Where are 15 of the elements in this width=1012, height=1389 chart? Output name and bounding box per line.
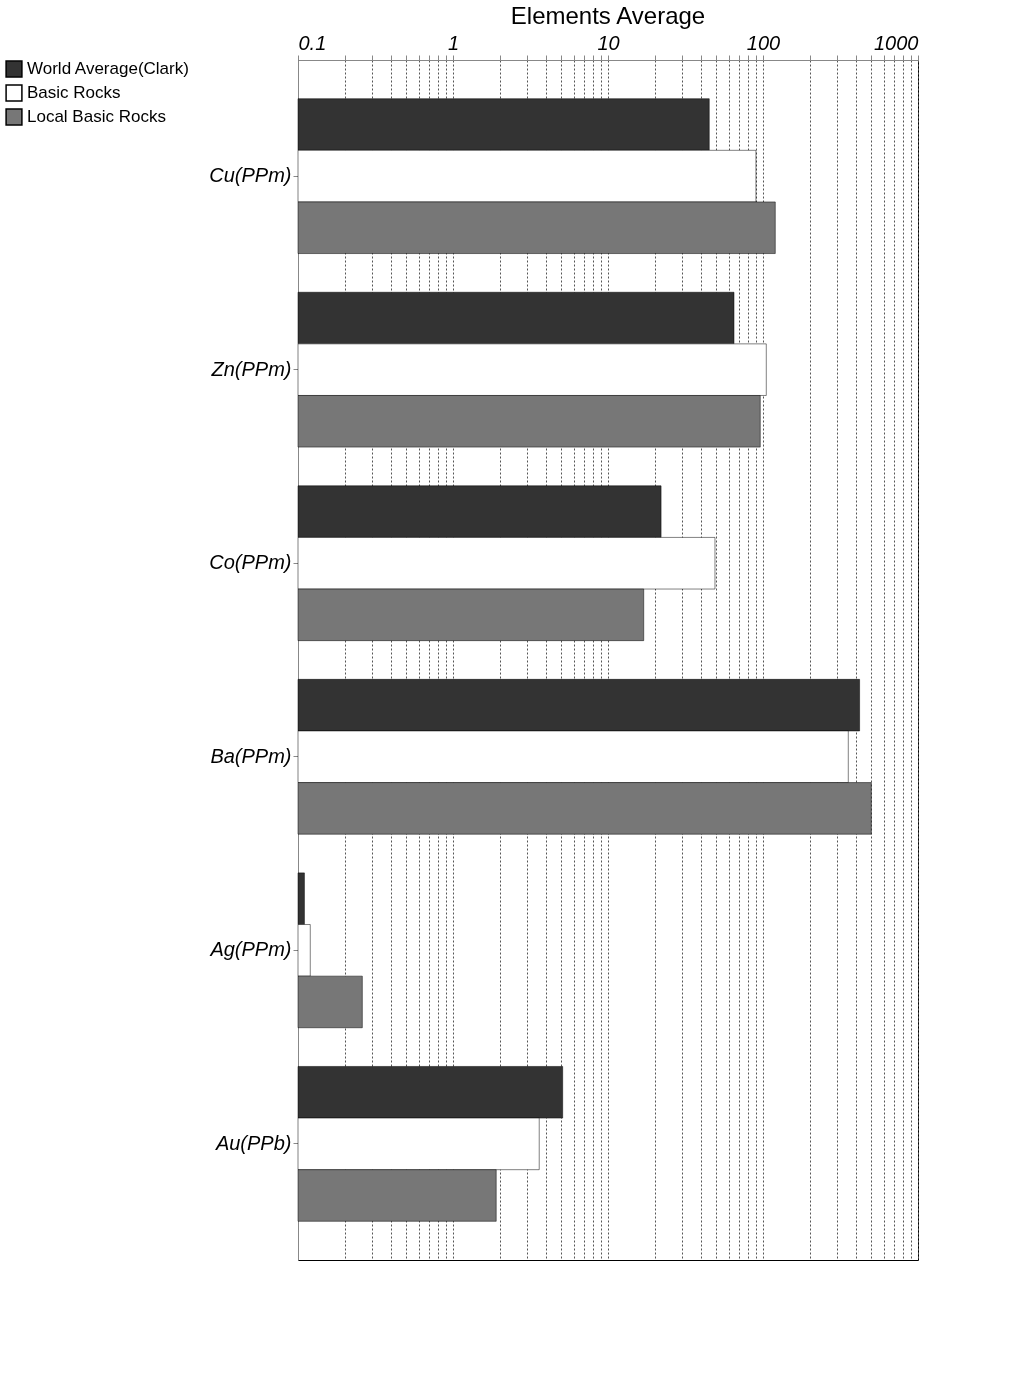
y-tick-label: Cu(PPm) — [209, 164, 292, 187]
y-tick-label: Ag(PPm) — [209, 938, 292, 961]
y-tick-label: Co(PPm) — [209, 551, 292, 574]
chart-title: Elements Average — [510, 2, 706, 29]
x-tick-label: 1000 — [874, 31, 919, 54]
x-tick-label: 100 — [746, 31, 781, 54]
y-tick-label: Au(PPb) — [214, 1131, 292, 1154]
legend-label: World Average(Clark) — [27, 59, 189, 78]
y-tick-label: Ba(PPm) — [210, 744, 292, 767]
legend-label: Local Basic Rocks — [27, 107, 166, 126]
x-tick-label: 10 — [597, 31, 620, 54]
legend-label: Basic Rocks — [27, 83, 121, 102]
x-tick-label: 1 — [447, 31, 460, 54]
x-tick-label: 0.1 — [298, 31, 327, 54]
y-tick-label: Zn(PPm) — [210, 357, 292, 380]
